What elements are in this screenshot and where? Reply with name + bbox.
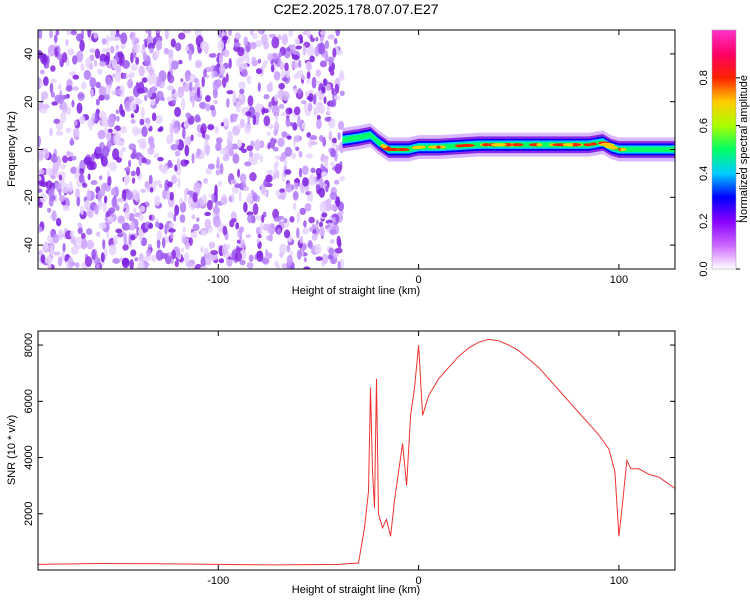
colorbar-tick-label: 0.0 [698,261,710,276]
snr-x-axis-label: Height of straight line (km) [292,584,420,596]
colorbar-label: Normalized spectral amplitude [738,75,750,223]
colorbar-tick-label: 0.8 [698,70,710,85]
snr-x-tick-label: 0 [416,575,422,587]
spectrogram-y-axis-label: Frequency (Hz) [6,111,18,187]
spectrogram-x-tick-label: 0 [416,274,422,286]
snr-series-line [38,338,675,566]
spectrogram-y-tick-label: -20 [23,189,35,205]
spectrogram-y-tick-label: 0 [23,146,35,152]
snr-y-axis-label: SNR (10 * v/v) [6,415,18,485]
spectrogram-signal-band [342,123,675,162]
spectrogram-y-tick-label: 20 [23,96,35,108]
spectrogram-x-axis-label: Height of straight line (km) [292,285,420,297]
snr-y-tick-label: 4000 [23,445,35,469]
spectrogram-x-tick-label: -100 [207,274,229,286]
spectrogram-noise [38,30,346,269]
spectrogram-y-tick-label: 40 [23,48,35,60]
spectrogram-y-tick-label: -40 [23,237,35,253]
snr-y-tick-label: 8000 [23,333,35,357]
colorbar: 0.0 0.2 0.4 0.6 0.8 Normalized spectral ampl… [698,29,750,277]
colorbar-gradient [712,30,736,269]
colorbar-tick-label: 0.6 [698,118,710,133]
spectrogram-x-tick-label: 100 [610,274,628,286]
snr-y-tick-label: 6000 [23,389,35,413]
snr-y-tick-label: 2000 [23,502,35,526]
colorbar-frame [711,29,737,270]
snr-x-tick-label: -100 [207,575,229,587]
spectrogram-panel: -100 0 100 -40 -20 0 20 40 Height of straight … [6,29,676,297]
colorbar-tick-label: 0.4 [698,166,710,181]
figure-title: C2E2.2025.178.07.07.E27 [273,1,438,17]
colorbar-tick-label: 0.2 [698,214,710,229]
snr-x-tick-label: 100 [610,575,628,587]
snr-frame [37,330,676,571]
snr-panel: -100 0 100 2000 4000 6000 8000 Height of stra… [6,330,676,596]
